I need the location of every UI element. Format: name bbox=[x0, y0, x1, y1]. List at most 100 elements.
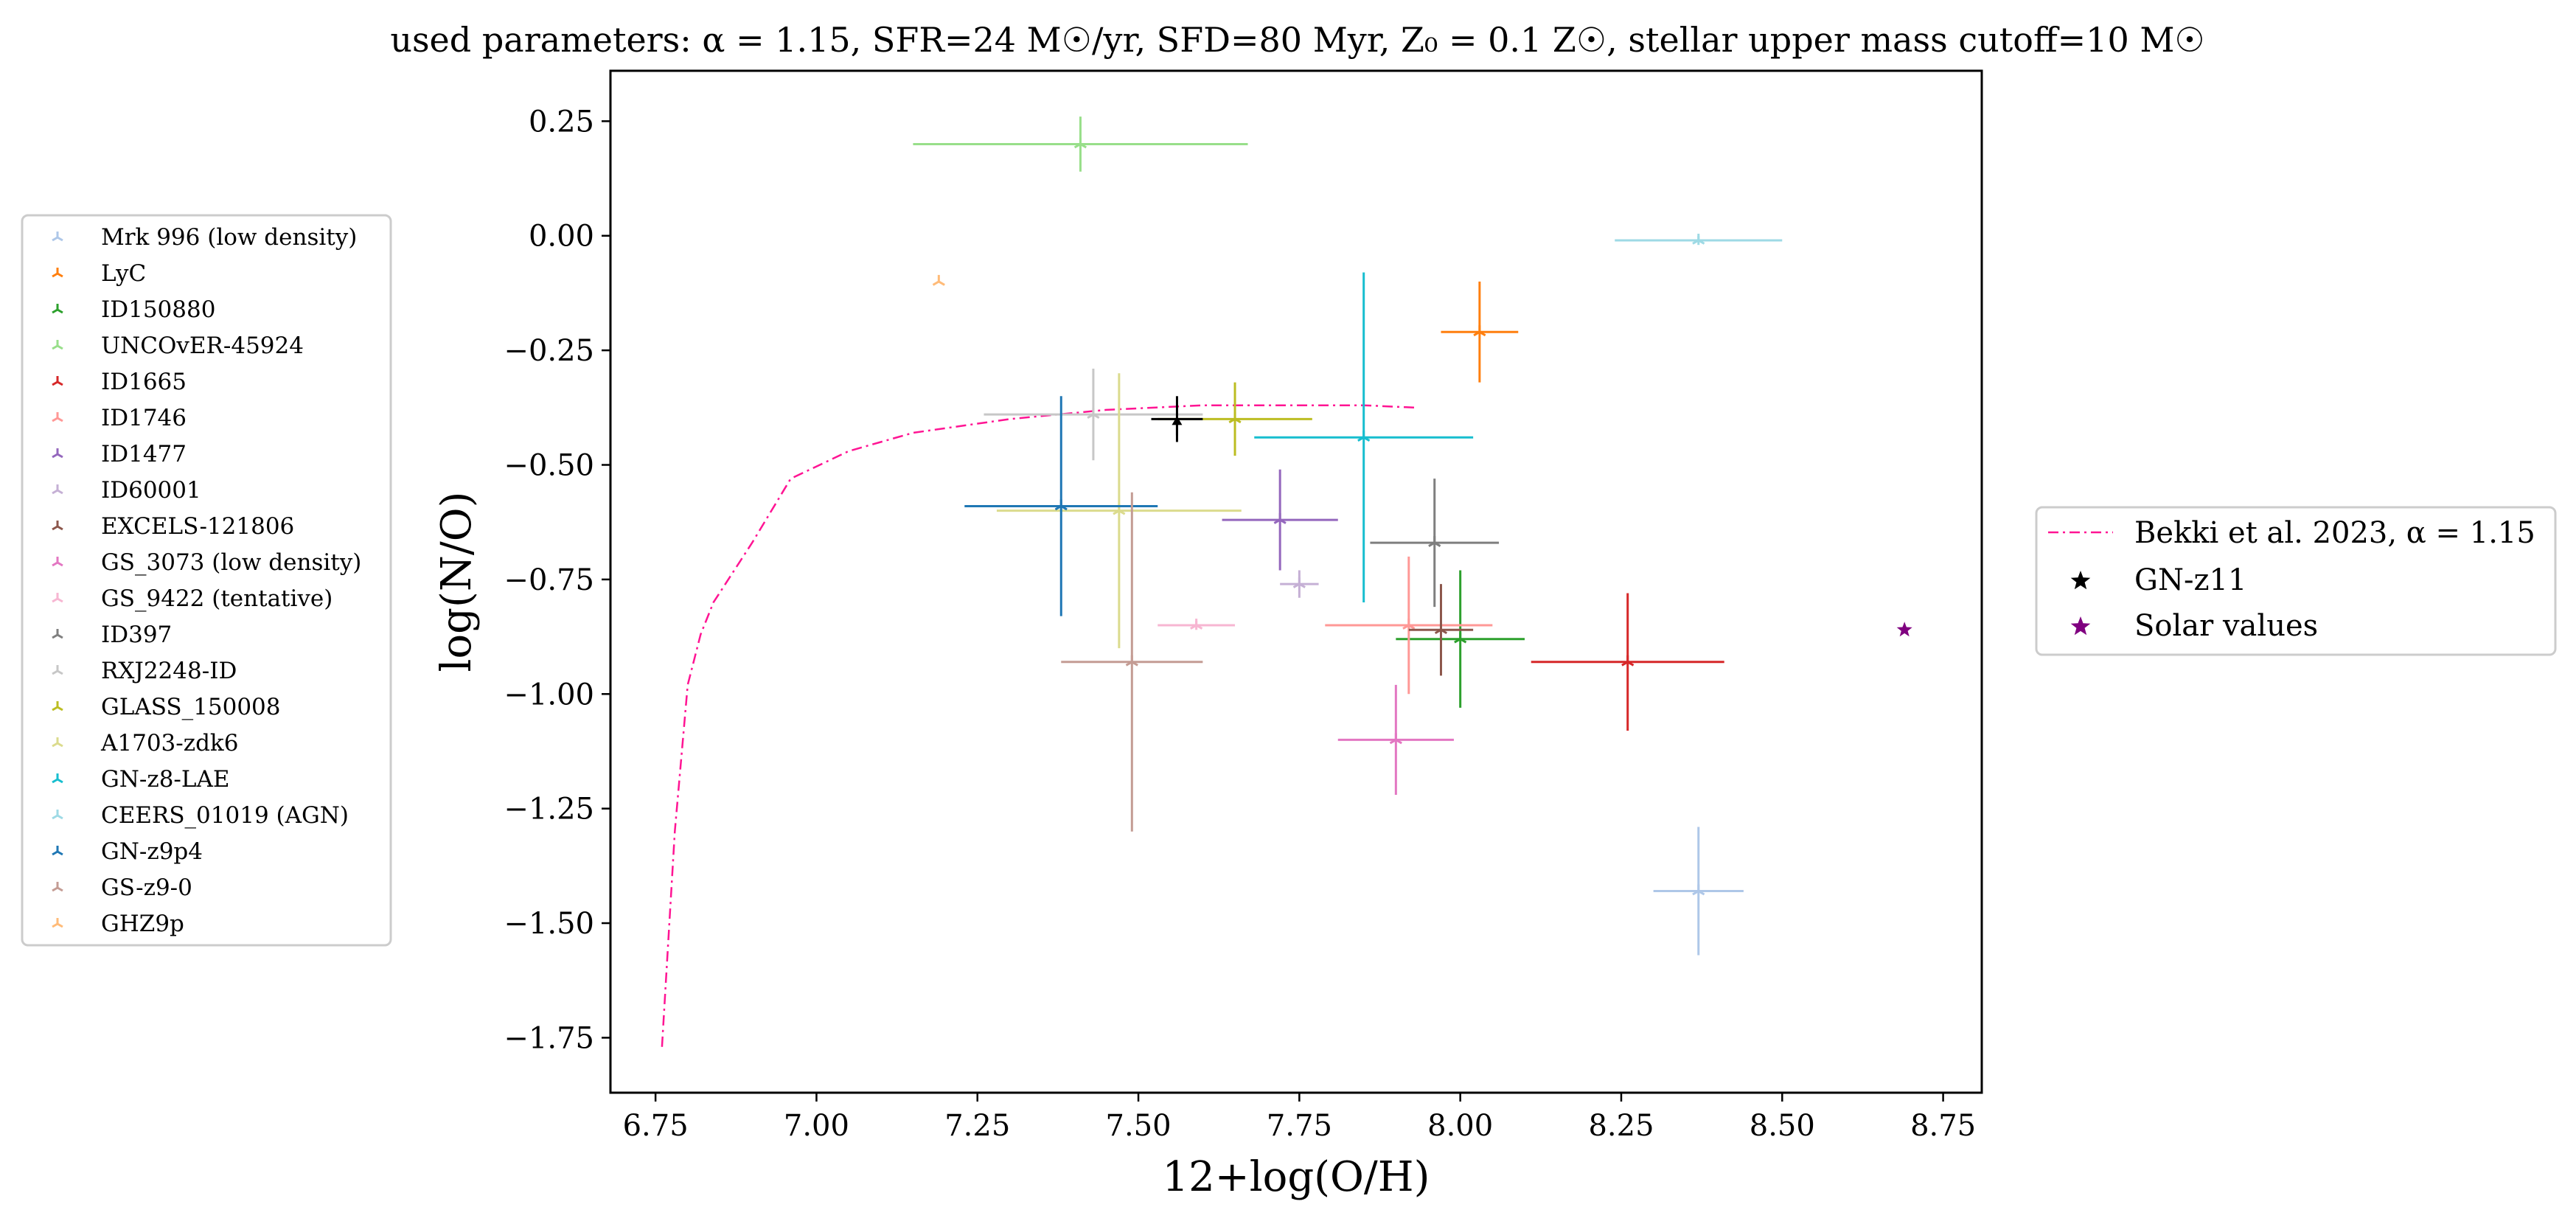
data-point-marker-arm bbox=[1079, 143, 1087, 149]
y-tick-label: −1.00 bbox=[504, 678, 594, 712]
data-point-marker-arm bbox=[1626, 661, 1635, 667]
legend-marker-arm bbox=[52, 453, 58, 459]
data-point-marker bbox=[1228, 412, 1242, 424]
legend-marker bbox=[52, 232, 63, 242]
legend-marker-arm bbox=[52, 706, 58, 712]
legend-marker bbox=[52, 701, 63, 712]
legend-marker-arm bbox=[57, 597, 63, 603]
data-point-marker-arm bbox=[1621, 661, 1629, 667]
data-point-marker-arm bbox=[1273, 518, 1281, 524]
legend-marker bbox=[2070, 571, 2091, 590]
data-point-marker bbox=[1087, 408, 1100, 419]
x-tick-label: 8.00 bbox=[1427, 1109, 1493, 1143]
legend-label: CEERS_01019 (AGN) bbox=[101, 802, 349, 829]
legend-label: Bekki et al. 2023, α = 1.15 bbox=[2134, 516, 2535, 550]
legend-label: LyC bbox=[101, 260, 146, 287]
legend-marker bbox=[52, 665, 63, 675]
legend-label: Mrk 996 (low density) bbox=[101, 224, 357, 251]
legend-marker-arm bbox=[57, 417, 63, 422]
legend-marker-arm bbox=[57, 633, 63, 639]
legend-label: GN-z11 bbox=[2134, 563, 2246, 597]
legend-marker-arm bbox=[52, 922, 58, 928]
legend-marker-arm bbox=[52, 344, 58, 350]
legend-marker-arm bbox=[57, 344, 63, 350]
data-point-marker-arm bbox=[1698, 890, 1705, 896]
legend-label: ID150880 bbox=[101, 296, 215, 323]
y-tick-label: −0.25 bbox=[504, 334, 594, 368]
legend-marker-arm bbox=[52, 561, 58, 567]
data-point-marker-arm bbox=[1234, 418, 1242, 424]
x-axis-label: 12+log(O/H) bbox=[1163, 1153, 1430, 1201]
legend-marker bbox=[52, 376, 63, 386]
legend-marker-arm bbox=[57, 778, 63, 784]
data-point-marker-arm bbox=[1298, 582, 1306, 588]
legend-marker bbox=[52, 846, 63, 856]
legend-marker-arm bbox=[52, 236, 58, 242]
legend-marker bbox=[2070, 616, 2091, 636]
data-point-marker-arm bbox=[1692, 890, 1699, 896]
legend-marker-arm bbox=[57, 561, 63, 567]
legend-label: GHZ9p bbox=[101, 911, 184, 937]
data-point-marker-arm bbox=[1395, 739, 1402, 745]
data-point-marker bbox=[1692, 233, 1705, 245]
legend-marker-arm bbox=[57, 706, 63, 712]
data-point-marker-arm bbox=[1060, 505, 1068, 511]
legend-marker bbox=[52, 484, 63, 495]
legend-marker-arm bbox=[52, 633, 58, 639]
data-point-marker bbox=[1073, 137, 1087, 149]
legend-marker-arm bbox=[57, 453, 63, 459]
legend-marker-arm bbox=[52, 525, 58, 531]
data-point-marker bbox=[1402, 619, 1416, 630]
legend-left-frame bbox=[21, 214, 392, 947]
data-point-marker bbox=[1273, 513, 1287, 524]
data-point-marker bbox=[1125, 655, 1138, 667]
legend-marker bbox=[52, 448, 63, 459]
legend-label: GN-z9p4 bbox=[101, 838, 203, 865]
legend-marker bbox=[52, 593, 63, 603]
data-point-marker-arm bbox=[1131, 661, 1138, 667]
legend-marker-arm bbox=[52, 814, 58, 820]
data-point-marker-arm bbox=[1454, 638, 1461, 644]
gnz11-arrowhead bbox=[1172, 416, 1183, 425]
data-point-marker-arm bbox=[1433, 541, 1441, 547]
y-tick-label: −1.25 bbox=[504, 793, 594, 827]
legend-marker-arm bbox=[52, 489, 58, 495]
model-line bbox=[661, 404, 1416, 1047]
data-point-marker-arm bbox=[1118, 509, 1126, 515]
legend-label: GS-z9-0 bbox=[101, 874, 192, 901]
data-point-marker bbox=[1428, 536, 1441, 547]
data-point-marker-arm bbox=[1408, 624, 1416, 630]
legend-marker bbox=[52, 304, 63, 314]
legend-marker bbox=[52, 773, 63, 784]
legend-label: EXCELS-121806 bbox=[101, 513, 294, 540]
data-point-marker-arm bbox=[1073, 143, 1082, 149]
legend-marker bbox=[52, 810, 63, 820]
legend-marker-arm bbox=[57, 669, 63, 675]
data-point-marker-arm bbox=[1362, 436, 1371, 442]
legend-label: ID397 bbox=[101, 622, 172, 648]
legend-marker-arm bbox=[57, 525, 63, 531]
data-point-marker-arm bbox=[1292, 582, 1301, 588]
y-tick-label: 0.25 bbox=[529, 105, 594, 139]
data-point-marker bbox=[1621, 655, 1635, 667]
legend-marker-arm bbox=[52, 308, 58, 314]
legend-marker-arm bbox=[57, 308, 63, 314]
y-axis-label: log(N/O) bbox=[433, 492, 481, 672]
x-tick-label: 8.50 bbox=[1750, 1109, 1815, 1143]
legend-label: ID1477 bbox=[101, 441, 187, 467]
data-point-marker bbox=[1692, 884, 1705, 896]
y-tick-label: −1.75 bbox=[504, 1021, 594, 1055]
legend-label: GN-z8-LAE bbox=[101, 766, 230, 793]
data-point-marker-arm bbox=[1054, 505, 1062, 511]
x-tick-label: 8.75 bbox=[1910, 1109, 1976, 1143]
plot-area bbox=[661, 116, 1912, 1047]
legend-marker bbox=[52, 340, 63, 350]
x-tick-label: 7.25 bbox=[944, 1109, 1010, 1143]
legend-marker bbox=[52, 268, 63, 278]
legend-label: GS_3073 (low density) bbox=[101, 549, 361, 576]
data-point-marker bbox=[1389, 733, 1402, 745]
legend-marker-arm bbox=[57, 380, 63, 386]
legend-marker-arm bbox=[57, 236, 63, 242]
legend-marker bbox=[52, 918, 63, 928]
data-point-marker-arm bbox=[1428, 541, 1435, 547]
